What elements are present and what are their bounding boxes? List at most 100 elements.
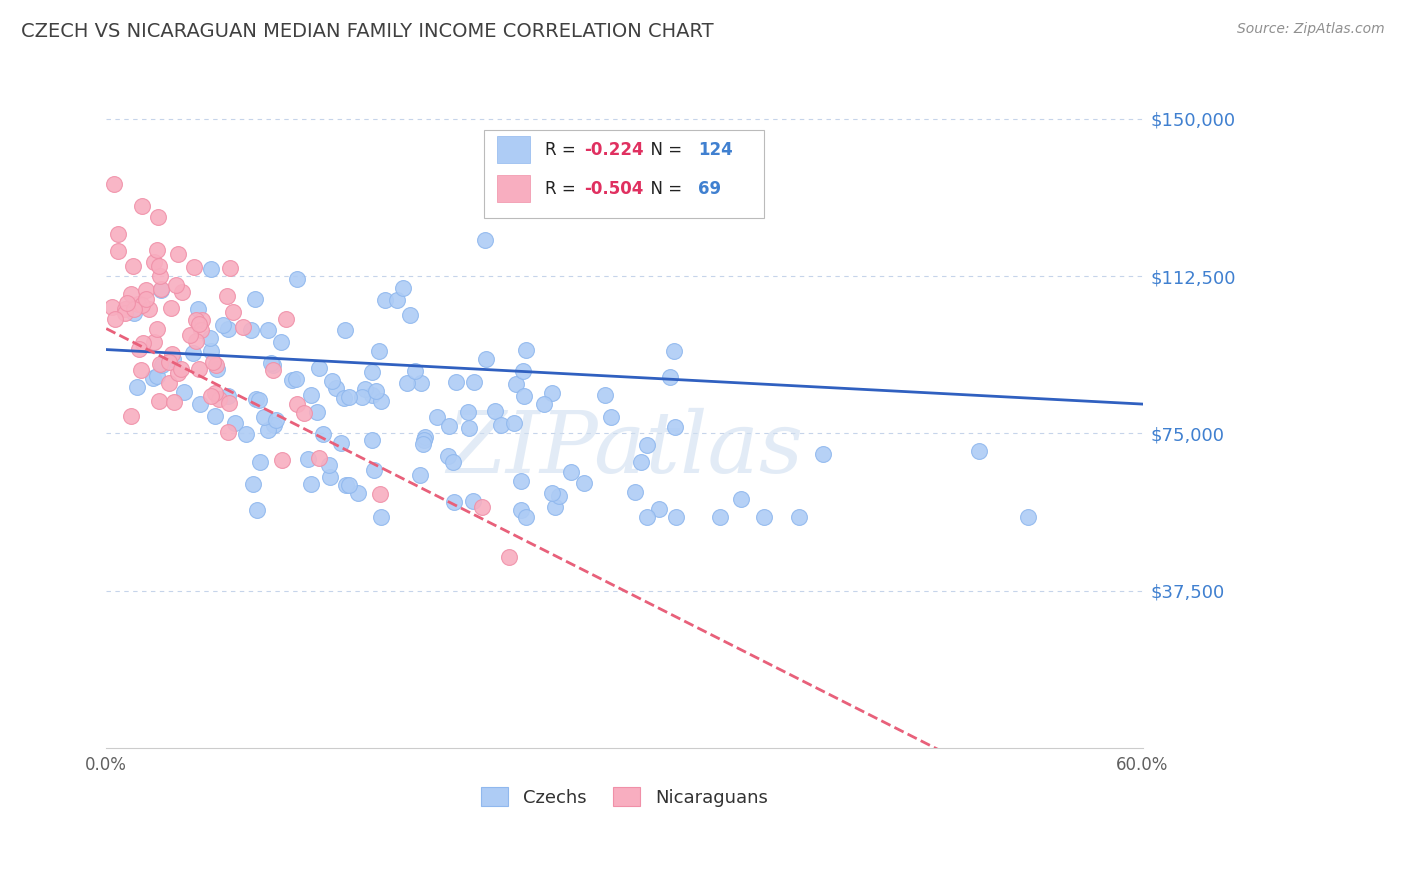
Point	[243, 292, 266, 306]
Point	[127, 297, 149, 311]
FancyBboxPatch shape	[496, 136, 530, 163]
FancyBboxPatch shape	[496, 175, 530, 202]
Point	[360, 388, 382, 402]
Point	[249, 454, 271, 468]
Point	[200, 262, 222, 277]
Point	[184, 313, 207, 327]
Text: R =: R =	[544, 179, 581, 197]
Point	[308, 450, 330, 465]
Point	[240, 323, 263, 337]
Point	[218, 395, 240, 409]
Point	[157, 355, 180, 369]
Point	[458, 421, 481, 435]
Point	[347, 486, 370, 500]
FancyBboxPatch shape	[485, 129, 765, 218]
Point	[120, 409, 142, 423]
Point	[245, 392, 267, 406]
Point	[387, 293, 409, 308]
Point	[305, 405, 328, 419]
Point	[299, 477, 322, 491]
Text: -0.224: -0.224	[583, 141, 644, 159]
Point	[270, 334, 292, 349]
Text: 124: 124	[697, 141, 733, 159]
Point	[120, 286, 142, 301]
Point	[186, 334, 208, 348]
Point	[337, 478, 360, 492]
Point	[217, 425, 239, 439]
Point	[211, 318, 233, 333]
Point	[470, 500, 492, 515]
Point	[308, 360, 330, 375]
Point	[787, 510, 810, 524]
Point	[125, 380, 148, 394]
Point	[541, 385, 564, 400]
Point	[188, 317, 211, 331]
Point	[437, 449, 460, 463]
Point	[142, 371, 165, 385]
Point	[157, 376, 180, 390]
Text: CZECH VS NICARAGUAN MEDIAN FAMILY INCOME CORRELATION CHART: CZECH VS NICARAGUAN MEDIAN FAMILY INCOME…	[21, 22, 714, 41]
Point	[572, 476, 595, 491]
Point	[131, 199, 153, 213]
Point	[242, 477, 264, 491]
Point	[461, 494, 484, 508]
Point	[167, 247, 190, 261]
Point	[374, 293, 396, 307]
Point	[217, 389, 239, 403]
Point	[630, 455, 652, 469]
Point	[297, 451, 319, 466]
Point	[200, 389, 222, 403]
Point	[515, 510, 537, 524]
Point	[333, 392, 356, 406]
Point	[149, 269, 172, 284]
Point	[235, 426, 257, 441]
Point	[201, 355, 224, 369]
Point	[463, 375, 485, 389]
Point	[232, 319, 254, 334]
Point	[187, 301, 209, 316]
Point	[262, 358, 284, 372]
Point	[165, 278, 187, 293]
Point	[392, 281, 415, 295]
Point	[662, 344, 685, 359]
Point	[665, 510, 688, 524]
Point	[262, 363, 284, 377]
Point	[636, 437, 658, 451]
Point	[658, 370, 681, 384]
Point	[505, 376, 527, 391]
Point	[318, 470, 340, 484]
Text: N =: N =	[640, 141, 688, 159]
Point	[183, 260, 205, 274]
Point	[146, 243, 169, 257]
Point	[413, 430, 436, 444]
Point	[426, 409, 449, 424]
Point	[172, 285, 194, 299]
Point	[146, 322, 169, 336]
Point	[107, 244, 129, 258]
Point	[325, 381, 347, 395]
Point	[287, 397, 309, 411]
Point	[370, 510, 392, 524]
Point	[101, 300, 124, 314]
Point	[398, 309, 420, 323]
Point	[967, 444, 990, 458]
Point	[333, 323, 356, 337]
Point	[143, 334, 166, 349]
Point	[162, 352, 184, 367]
Point	[560, 465, 582, 479]
Point	[439, 419, 461, 434]
Point	[509, 474, 531, 488]
Point	[350, 390, 373, 404]
Point	[122, 302, 145, 317]
Text: N =: N =	[640, 179, 688, 197]
Text: -0.504: -0.504	[583, 179, 644, 197]
Point	[222, 305, 245, 319]
Text: 69: 69	[697, 179, 721, 197]
Point	[160, 301, 183, 315]
Point	[299, 387, 322, 401]
Point	[181, 345, 204, 359]
Point	[219, 261, 242, 276]
Point	[204, 385, 226, 400]
Point	[404, 363, 426, 377]
Point	[205, 359, 228, 373]
